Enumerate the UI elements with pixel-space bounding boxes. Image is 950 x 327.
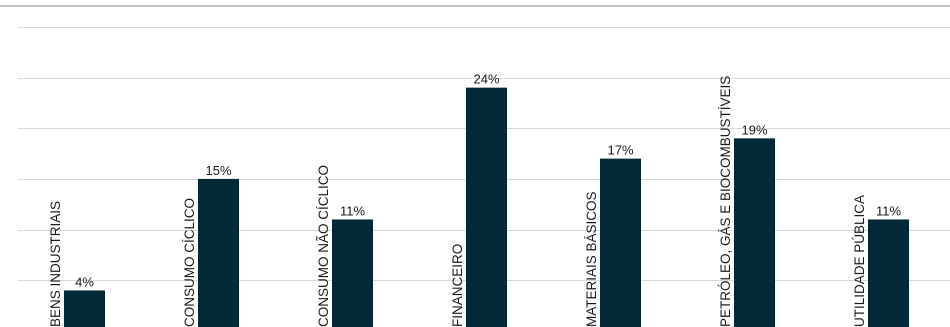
bar [198,178,239,327]
bar [64,290,105,327]
bar [332,219,373,327]
category-label: MATERIAIS BÁSICOS [584,191,599,327]
category-label: CONSUMO CÍCLICO [182,198,197,327]
bar [868,219,909,327]
value-label: 4% [75,274,94,289]
bar [466,87,507,327]
category-labels: BENS INDUSTRIAIS CONSUMO CÍCLICO CONSUMO N… [48,76,867,327]
value-labels: 4% 15% 11% 24% 17% 19% 11% [75,72,901,290]
value-label: 24% [473,72,499,87]
value-label: 19% [741,122,767,137]
category-label: UTILIDADE PÚBLICA [852,195,867,327]
category-label: FINANCEIRO [450,244,465,327]
category-label: CONSUMO NÃO CÍCLICO [316,165,331,327]
bars [64,87,909,327]
category-label: PETRÓLEO, GÁS E BIOCOMBUSTÍVEIS [718,76,733,327]
bar [734,138,775,327]
value-label: 17% [607,143,633,158]
value-label: 15% [205,163,231,178]
value-label: 11% [340,203,365,218]
value-label: 11% [876,203,901,218]
bar [600,158,641,327]
category-label: BENS INDUSTRIAIS [48,201,63,327]
